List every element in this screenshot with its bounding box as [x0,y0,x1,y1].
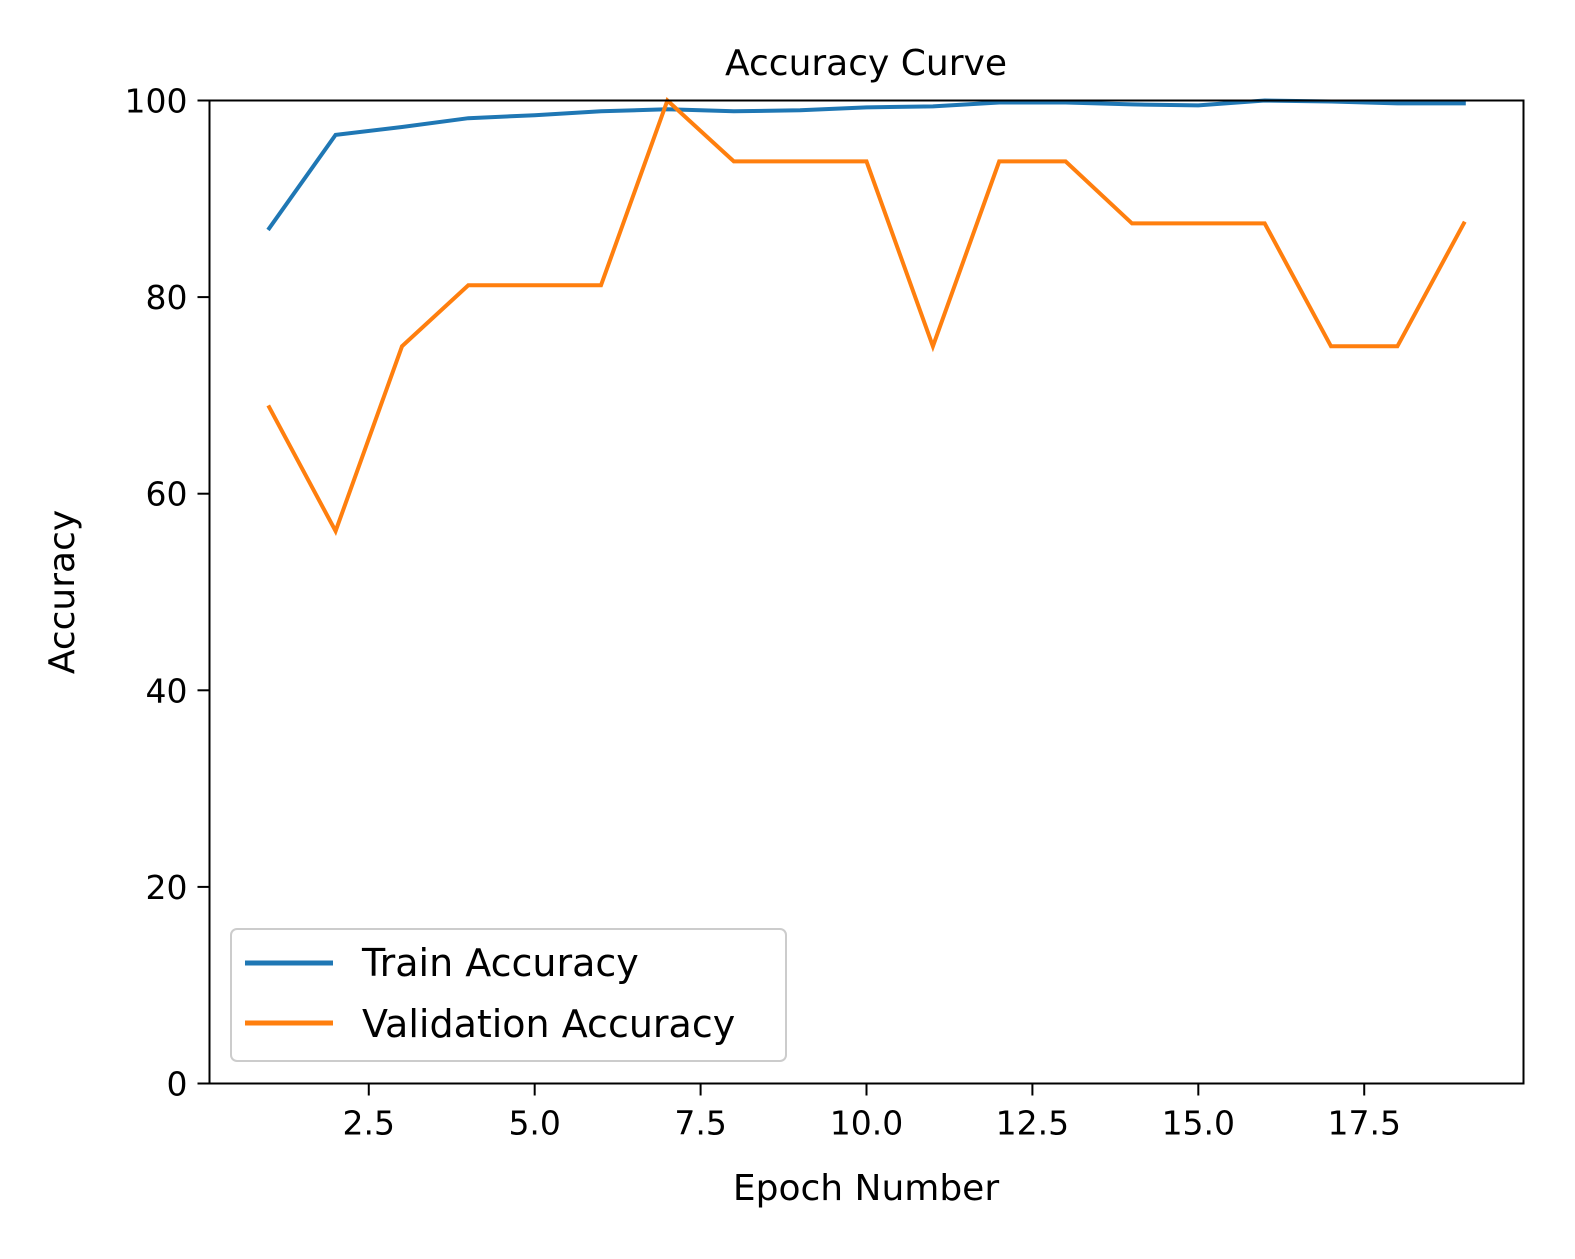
legend-box [230,928,787,1062]
x-tick-label: 15.0 [1162,1104,1235,1143]
x-tick-label: 2.5 [343,1104,395,1143]
x-tick-label: 10.0 [830,1104,903,1143]
x-axis-ticks: 2.5 5.0 7.5 10.0 12.5 15.0 17.5 [343,1083,1401,1143]
legend-label-validation: Validation Accuracy [362,1002,735,1046]
y-tick-label: 0 [167,1065,188,1104]
y-tick-label: 100 [125,82,188,121]
x-axis-label: Epoch Number [733,1168,999,1209]
y-tick-label: 80 [146,278,188,317]
legend: Train Accuracy Validation Accuracy [230,928,787,1062]
x-tick-label: 12.5 [996,1104,1069,1143]
y-axis-label: Accuracy [42,510,83,674]
legend-label-train: Train Accuracy [361,941,639,985]
y-tick-label: 40 [146,671,188,710]
x-tick-label: 17.5 [1327,1104,1400,1143]
y-axis-ticks: 0 20 40 60 80 100 [125,82,210,1104]
chart-title: Accuracy Curve [725,43,1007,84]
y-tick-label: 60 [146,475,188,514]
y-tick-label: 20 [146,868,188,907]
x-tick-label: 7.5 [674,1104,726,1143]
x-tick-label: 5.0 [508,1104,560,1143]
